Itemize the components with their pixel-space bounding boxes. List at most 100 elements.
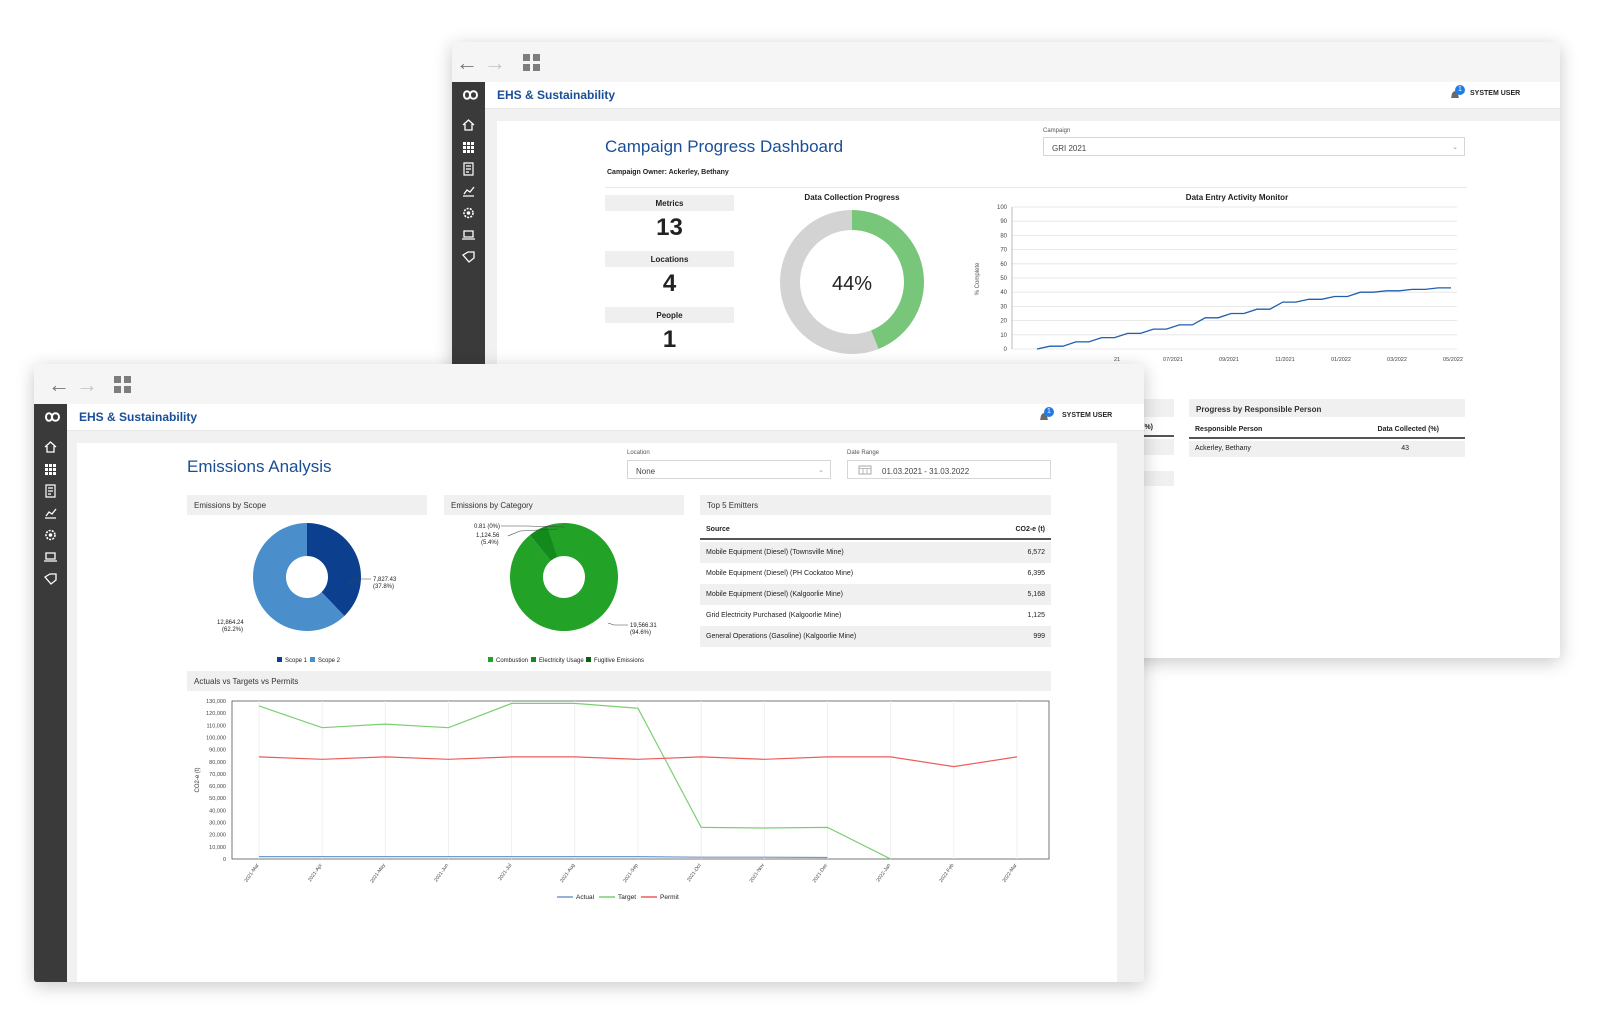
collection-progress-donut: 44% bbox=[780, 210, 924, 354]
gear-icon[interactable] bbox=[42, 528, 59, 542]
home-icon[interactable] bbox=[460, 118, 477, 132]
forward-arrow-icon[interactable]: → bbox=[484, 50, 506, 75]
y-tick-label: 70,000 bbox=[209, 772, 226, 778]
user-menu[interactable]: SYSTEM USER bbox=[1470, 90, 1521, 97]
activity-monitor-title: Data Entry Activity Monitor bbox=[1185, 193, 1289, 202]
category-leader-line-1 bbox=[501, 525, 565, 528]
apps-grid-icon[interactable] bbox=[114, 376, 131, 393]
category-slice-fugitive-emissions[interactable] bbox=[545, 525, 558, 558]
category-leader-line-2 bbox=[507, 528, 559, 537]
y-tick-label: 10,000 bbox=[209, 845, 226, 851]
table-row[interactable]: Ackerley, Bethany 43 bbox=[1189, 441, 1465, 457]
scope2-pct-label: (62.2%) bbox=[222, 627, 243, 633]
apps-grid-icon[interactable] bbox=[523, 54, 540, 71]
campaign-value: GRI 2021 bbox=[1052, 144, 1087, 153]
emitter-value: 999 bbox=[1033, 633, 1045, 640]
legend-label-scope2: Scope 2 bbox=[318, 658, 341, 664]
divider bbox=[605, 187, 1467, 188]
date-range-input[interactable]: 01.03.2021 - 31.03.2022 bbox=[847, 460, 1051, 479]
y-tick-label: 0 bbox=[1004, 347, 1008, 353]
y-tick-label: 50,000 bbox=[209, 796, 226, 802]
campaign-select[interactable]: GRI 2021 ⌄ bbox=[1043, 137, 1465, 156]
app-title[interactable]: EHS & Sustainability bbox=[79, 410, 198, 424]
app-title[interactable]: EHS & Sustainability bbox=[497, 88, 616, 102]
table-row[interactable]: Mobile Equipment (Diesel) (PH Cockatoo M… bbox=[700, 563, 1051, 584]
x-tick-label: 01/2022 bbox=[1331, 357, 1351, 363]
x-tick-label: 2021-Jun bbox=[433, 863, 450, 884]
responsible-person-title: Progress by Responsible Person bbox=[1189, 399, 1465, 417]
location-select[interactable]: None ⌄ bbox=[627, 460, 831, 479]
series-line-permit[interactable] bbox=[258, 756, 1018, 768]
actuals-panel-title: Actuals vs Targets vs Permits bbox=[187, 671, 1051, 691]
infinity-logo-icon[interactable] bbox=[458, 88, 480, 102]
category-combustion-pct: (94.6%) bbox=[630, 630, 651, 636]
x-tick-label: 2022-Jan bbox=[875, 863, 892, 884]
scope2-value-label: 12,864.24 bbox=[217, 620, 244, 626]
category-slice-combustion[interactable] bbox=[510, 523, 618, 631]
category-panel-title: Emissions by Category bbox=[444, 495, 684, 515]
legend-label-actual[interactable]: Actual bbox=[576, 894, 595, 901]
y-tick-label: 80 bbox=[1000, 233, 1007, 239]
col-header-co2: CO2-e (t) bbox=[1015, 526, 1045, 533]
activity-series-line[interactable] bbox=[1036, 287, 1451, 350]
y-tick-label: 110,000 bbox=[207, 723, 226, 729]
table-row[interactable]: Grid Electricity Purchased (Kalgoorlie M… bbox=[700, 605, 1051, 626]
scope-slice-scope-2[interactable] bbox=[253, 523, 345, 631]
home-icon[interactable] bbox=[42, 440, 59, 454]
y-tick-label: 50 bbox=[1000, 276, 1007, 282]
y-axis-label: % Complete bbox=[975, 262, 981, 295]
laptop-icon[interactable] bbox=[42, 550, 59, 564]
x-tick-label: 2021-May bbox=[369, 862, 387, 884]
emissions-by-scope-chart: 7,827.43 (37.8%) 12,864.24 (62.2%) Scope… bbox=[217, 523, 397, 664]
chevron-down-icon: ⌄ bbox=[818, 467, 824, 474]
apps-icon[interactable] bbox=[42, 462, 59, 476]
main-content: Emissions Analysis Location None ⌄ Date … bbox=[67, 431, 1144, 982]
metric-value-locations: 4 bbox=[662, 270, 677, 297]
top-emitters-table: Source CO2-e (t) Mobile Equipment (Diese… bbox=[700, 519, 1051, 649]
scope-slice-scope-1[interactable] bbox=[307, 523, 361, 616]
legend-label-target[interactable]: Target bbox=[618, 894, 636, 901]
forward-arrow-icon[interactable]: → bbox=[76, 372, 98, 397]
legend-swatch-scope1 bbox=[277, 657, 282, 662]
category-slice-electricity-usage[interactable] bbox=[529, 526, 557, 561]
scope1-leader-line bbox=[348, 578, 371, 585]
back-arrow-icon[interactable]: ← bbox=[48, 372, 70, 397]
series-line-target[interactable] bbox=[258, 702, 891, 860]
document-icon[interactable] bbox=[460, 162, 477, 176]
metric-value-metrics: 13 bbox=[656, 214, 683, 241]
legend-label-permit[interactable]: Permit bbox=[660, 894, 679, 901]
apps-icon[interactable] bbox=[460, 140, 477, 154]
legend-label-fugitive: Fugitive Emissions bbox=[594, 658, 644, 664]
document-icon[interactable] bbox=[42, 484, 59, 498]
emitter-value: 1,125 bbox=[1027, 612, 1045, 619]
x-tick-label: 03/2022 bbox=[1387, 357, 1407, 363]
person-value: 43 bbox=[1401, 445, 1409, 452]
table-row[interactable]: Mobile Equipment (Diesel) (Kalgoorlie Mi… bbox=[700, 584, 1051, 605]
infinity-logo-icon[interactable] bbox=[40, 410, 62, 424]
tag-icon[interactable] bbox=[42, 572, 59, 586]
x-tick-label: 2021-Apr bbox=[307, 862, 324, 883]
table-row[interactable]: General Operations (Gasoline) (Kalgoorli… bbox=[700, 626, 1051, 647]
tag-icon[interactable] bbox=[460, 250, 477, 264]
user-menu[interactable]: SYSTEM USER bbox=[1062, 412, 1113, 419]
responsible-person-table: Responsible Person Data Collected (%) Ac… bbox=[1189, 421, 1465, 471]
metric-label-locations: Locations bbox=[605, 251, 734, 267]
gear-icon[interactable] bbox=[460, 206, 477, 220]
emitter-value: 6,395 bbox=[1027, 570, 1045, 577]
y-tick-label: 130,000 bbox=[206, 699, 226, 705]
emitter-source: General Operations (Gasoline) (Kalgoorli… bbox=[706, 633, 857, 640]
browser-toolbar: ← → bbox=[452, 42, 1560, 82]
y-tick-label: 60,000 bbox=[209, 784, 226, 790]
y-tick-label: 120,000 bbox=[206, 711, 226, 717]
laptop-icon[interactable] bbox=[460, 228, 477, 242]
series-line-actual[interactable] bbox=[259, 856, 828, 859]
back-arrow-icon[interactable]: ← bbox=[456, 50, 478, 75]
y-tick-label: 20,000 bbox=[209, 833, 226, 839]
chart-icon[interactable] bbox=[460, 184, 477, 198]
chart-icon[interactable] bbox=[42, 506, 59, 520]
table-row[interactable]: Mobile Equipment (Diesel) (Townsville Mi… bbox=[700, 542, 1051, 563]
app-header: EHS & Sustainability 1 SYSTEM USER bbox=[67, 404, 1144, 431]
y-tick-label: 30,000 bbox=[209, 821, 226, 827]
plot-frame bbox=[231, 700, 1050, 860]
